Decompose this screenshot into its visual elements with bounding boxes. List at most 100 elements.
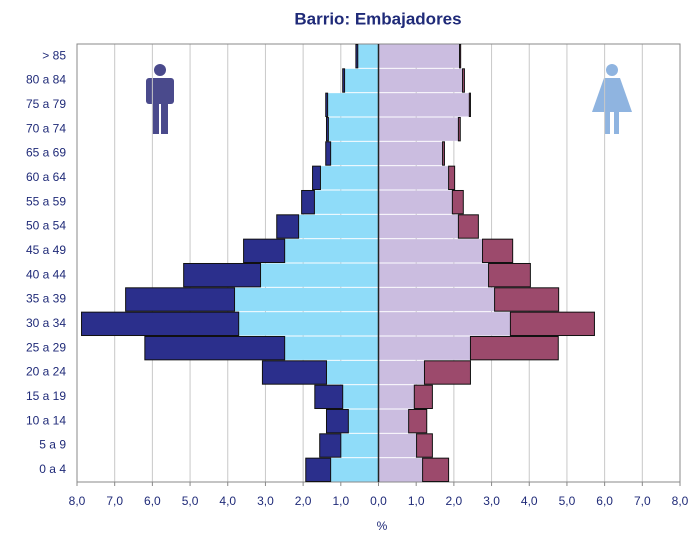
bar: [378, 287, 495, 312]
bar: [342, 385, 379, 409]
bar: [469, 335, 559, 361]
bar: [378, 68, 463, 93]
y-tick-label: 80 a 84: [26, 73, 66, 87]
bar: [312, 165, 321, 191]
bar: [183, 262, 262, 288]
x-tick-label: 3,0: [257, 494, 274, 508]
bar: [125, 287, 236, 312]
bar: [319, 433, 342, 458]
bar: [320, 166, 379, 190]
chart-title: Barrio: Embajadores: [294, 9, 461, 28]
y-tick-label: 70 a 74: [26, 121, 66, 135]
x-tick-label: 7,0: [106, 494, 123, 508]
y-tick-label: > 85: [42, 48, 66, 62]
y-tick-label: 25 a 29: [26, 340, 66, 354]
y-tick-label: 5 a 9: [39, 438, 66, 452]
x-tick-label: 6,0: [144, 494, 161, 508]
bar: [468, 92, 471, 118]
bar: [314, 384, 344, 410]
bar: [482, 238, 514, 264]
bar: [328, 117, 379, 141]
y-tick-label: 45 a 49: [26, 243, 66, 257]
bar: [378, 312, 511, 336]
bar: [378, 458, 423, 482]
bar: [378, 239, 483, 263]
bar: [378, 117, 459, 141]
bar: [284, 336, 379, 360]
bar: [488, 262, 531, 288]
bar: [448, 165, 456, 191]
x-tick-label: 2,0: [446, 494, 463, 508]
x-tick-label: 5,0: [182, 494, 199, 508]
bar: [301, 189, 315, 215]
bar: [442, 141, 445, 166]
x-tick-label: 3,0: [483, 494, 500, 508]
bar: [459, 43, 462, 69]
bar: [238, 312, 379, 336]
y-tick-label: 65 a 69: [26, 146, 66, 160]
bar: [348, 409, 379, 433]
bar: [378, 214, 459, 239]
y-tick-label: 30 a 34: [26, 316, 66, 330]
bar: [260, 263, 379, 287]
bar: [494, 287, 560, 312]
x-tick-label: 4,0: [521, 494, 538, 508]
bar: [357, 44, 379, 68]
bar: [462, 68, 465, 93]
bar: [457, 214, 479, 239]
female-icon: [592, 64, 632, 134]
bar: [81, 311, 240, 337]
bar: [276, 214, 300, 239]
bar: [342, 68, 346, 93]
y-tick-label: 50 a 54: [26, 219, 66, 233]
bar: [378, 263, 489, 287]
x-tick-label: 5,0: [559, 494, 576, 508]
bar: [234, 287, 379, 312]
bar: [509, 311, 595, 337]
bar: [378, 360, 425, 385]
bar: [451, 189, 464, 215]
y-tick-label: 0 a 4: [39, 462, 66, 476]
bar: [340, 433, 379, 458]
bar: [325, 141, 332, 166]
bar: [284, 239, 379, 263]
x-tick-label: 7,0: [634, 494, 651, 508]
y-tick-label: 55 a 59: [26, 194, 66, 208]
y-tick-label: 10 a 14: [26, 413, 66, 427]
bar: [326, 360, 379, 385]
x-tick-label: 4,0: [219, 494, 236, 508]
bar: [378, 44, 460, 68]
bar: [378, 93, 470, 117]
bar: [298, 214, 379, 239]
bar: [325, 116, 329, 142]
bar: [144, 335, 286, 361]
bar: [416, 433, 433, 458]
bar: [378, 433, 417, 458]
y-tick-label: 40 a 44: [26, 267, 66, 281]
bar: [378, 409, 409, 433]
bar: [378, 166, 449, 190]
bar: [423, 360, 471, 385]
y-tick-label: 75 a 79: [26, 97, 66, 111]
bar: [314, 190, 379, 214]
bar: [327, 93, 379, 117]
y-tick-label: 20 a 24: [26, 365, 66, 379]
bar: [305, 457, 332, 483]
bar: [408, 408, 428, 434]
x-tick-label: 1,0: [408, 494, 425, 508]
bar: [378, 336, 471, 360]
x-tick-label: 2,0: [295, 494, 312, 508]
bar: [344, 68, 379, 93]
bar: [261, 360, 327, 385]
bar: [457, 116, 461, 142]
y-tick-label: 60 a 64: [26, 170, 66, 184]
bar: [422, 457, 450, 483]
male-icon: [146, 64, 174, 134]
bar: [378, 385, 415, 409]
bar: [355, 43, 359, 69]
bar: [325, 92, 329, 118]
bar: [330, 141, 379, 166]
bar: [378, 190, 453, 214]
bar: [378, 141, 443, 166]
